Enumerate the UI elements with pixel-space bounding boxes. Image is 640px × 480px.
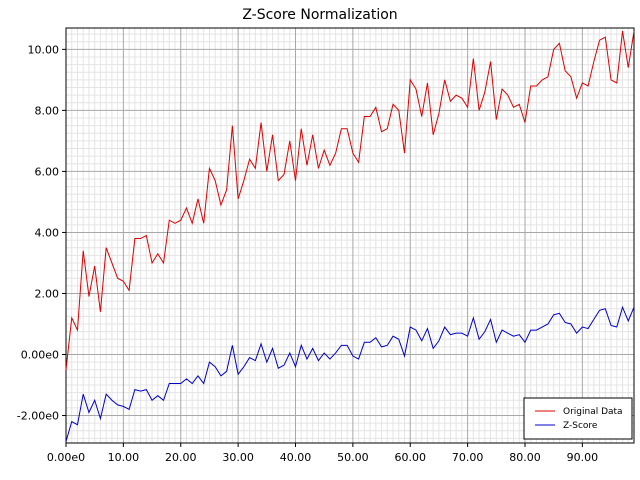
series-line-original-data (65, 30, 635, 370)
x-tick-label: 10.00 (108, 451, 140, 464)
y-tick-label: 4.00 (35, 226, 60, 239)
x-tick-label: 60.00 (394, 451, 426, 464)
legend-box (523, 397, 633, 440)
y-tick-label: 0.00e0 (21, 349, 59, 362)
x-tick-label: 80.00 (509, 451, 541, 464)
x-axis: 0.00e0 10.00 20.00 30.00 40.00 50.00 60.00 70.0… (47, 443, 598, 464)
x-tick-label: 20.00 (165, 451, 197, 464)
x-tick-label: 50.00 (337, 451, 369, 464)
plot-area (65, 27, 635, 444)
legend: Original Data Z-Score (523, 397, 633, 440)
y-tick-label: 8.00 (35, 104, 60, 117)
y-tick-label: -2.00e0 (17, 410, 59, 423)
x-tick-label: 90.00 (567, 451, 599, 464)
series-layer (65, 30, 635, 442)
x-tick-label: 40.00 (280, 451, 312, 464)
y-tick-label: 2.00 (35, 287, 60, 300)
y-tick-label: 10.00 (28, 43, 60, 56)
x-tick-label: 30.00 (222, 451, 254, 464)
y-tick-label: 6.00 (35, 165, 60, 178)
minor-grid (66, 28, 635, 443)
x-tick-label: 70.00 (452, 451, 484, 464)
legend-label-original: Original Data (563, 407, 623, 417)
y-axis: -2.00e0 0.00e0 2.00 4.00 6.00 8.00 10.00 (17, 43, 66, 423)
legend-label-zscore: Z-Score (563, 421, 598, 431)
x-tick-label: 0.00e0 (47, 451, 85, 464)
major-grid (65, 28, 634, 443)
chart-title: Z-Score Normalization (242, 7, 397, 23)
series-line-z-score (65, 305, 635, 442)
